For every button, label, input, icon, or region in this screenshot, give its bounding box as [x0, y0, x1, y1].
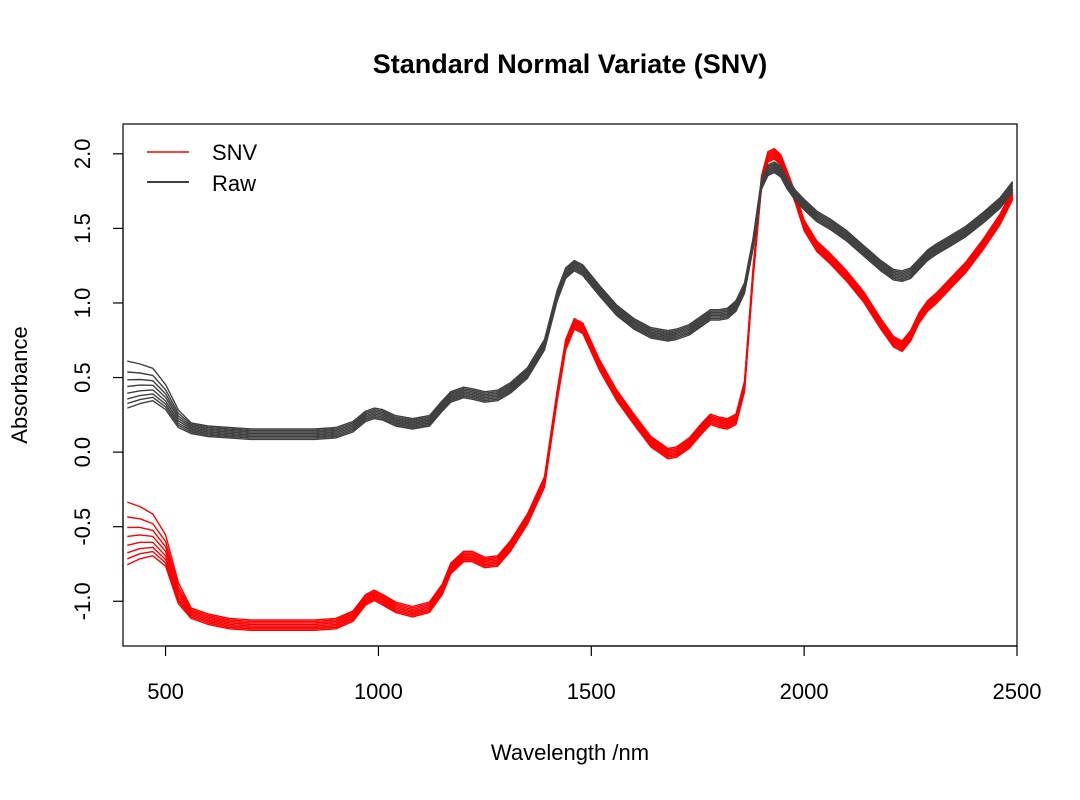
series-raw-line-8: [127, 162, 1012, 429]
legend-label-snv: SNV: [212, 140, 258, 165]
y-tick-label-2: 2.0: [70, 139, 95, 170]
y-tick-label-1_5: 1.5: [70, 213, 95, 244]
x-tick-label-1000: 1000: [354, 679, 403, 704]
y-tick-label-neg0_5: -0.5: [70, 508, 95, 546]
legend-label-raw: Raw: [212, 171, 256, 196]
series-raw-line-1: [127, 173, 1012, 440]
series-raw-line-4: [127, 168, 1012, 435]
plot-frame: [123, 124, 1017, 646]
series-layer: [127, 149, 1012, 631]
series-snv-line-6: [127, 152, 1012, 623]
series-raw-line-7: [127, 164, 1012, 431]
x-tick-label-2500: 2500: [993, 679, 1042, 704]
series-snv-line-3: [127, 156, 1012, 627]
y-axis: -1.0 -0.5 0.0 0.5 1.0 1.5 2.0: [70, 139, 123, 621]
series-raw-line-2: [127, 171, 1012, 438]
y-tick-label-neg1: -1.0: [70, 582, 95, 620]
x-tick-label-500: 500: [147, 679, 184, 704]
x-axis-label: Wavelength /nm: [491, 740, 649, 765]
series-snv-line-4: [127, 155, 1012, 626]
series-snv-line-7: [127, 150, 1012, 621]
series-raw-line-3: [127, 170, 1012, 437]
chart-title: Standard Normal Variate (SNV): [373, 49, 768, 79]
series-snv-line-1: [127, 159, 1012, 630]
series-snv: [127, 149, 1012, 631]
y-tick-label-0_5: 0.5: [70, 362, 95, 393]
series-snv-line-2: [127, 158, 1012, 629]
series-raw-line-6: [127, 165, 1012, 432]
x-tick-label-2000: 2000: [780, 679, 829, 704]
y-tick-label-1: 1.0: [70, 288, 95, 319]
series-raw-line-5: [127, 167, 1012, 434]
series-snv-line-5: [127, 153, 1012, 624]
legend: SNV Raw: [147, 140, 258, 196]
y-tick-label-0: 0.0: [70, 437, 95, 468]
series-snv-line-8: [127, 149, 1012, 620]
x-axis: 500 1000 1500 2000 2500: [147, 646, 1041, 704]
series-raw: [127, 162, 1012, 439]
x-tick-label-1500: 1500: [567, 679, 616, 704]
y-axis-label: Absorbance: [7, 326, 32, 443]
